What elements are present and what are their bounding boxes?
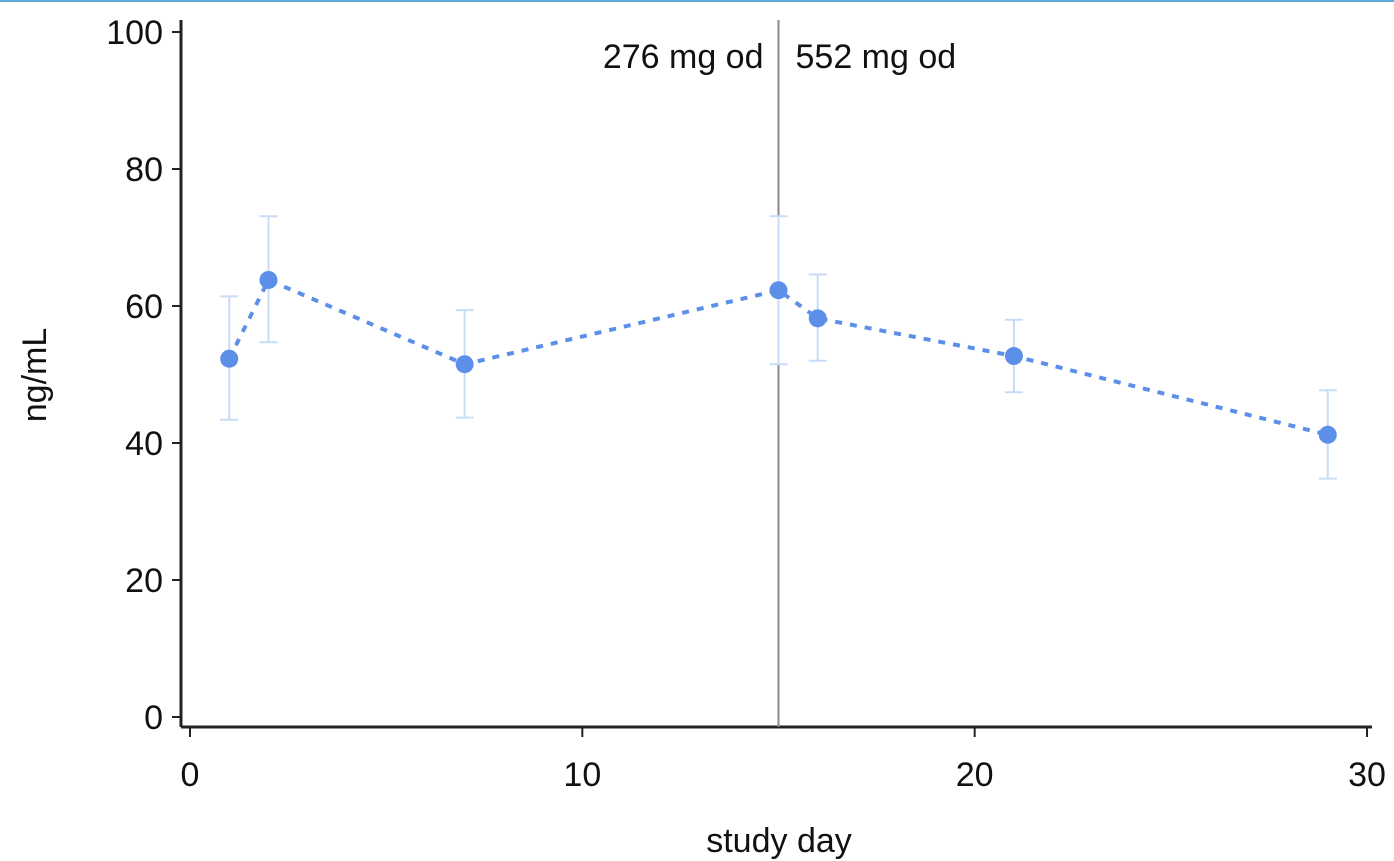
dose-label-after: 552 mg od xyxy=(796,38,957,76)
x-tick-label: 30 xyxy=(1348,756,1386,794)
y-tick-label: 40 xyxy=(125,425,163,463)
x-axis-title: study day xyxy=(706,822,852,860)
y-tick-label: 60 xyxy=(125,288,163,326)
data-point xyxy=(808,309,827,328)
data-point xyxy=(769,281,788,300)
data-point xyxy=(220,349,239,368)
x-tick-label: 20 xyxy=(956,756,994,794)
x-ticks: 0 10 20 30 xyxy=(181,727,1386,794)
y-tick-label: 0 xyxy=(144,699,163,737)
dose-change-marker: 276 mg od 552 mg od xyxy=(603,20,956,727)
axes xyxy=(179,20,1372,729)
y-tick-label: 100 xyxy=(106,14,163,52)
data-point xyxy=(455,355,474,374)
data-point xyxy=(259,270,278,289)
y-tick-label: 80 xyxy=(125,151,163,189)
y-ticks: 0 20 40 60 80 100 xyxy=(106,14,181,737)
y-tick-label: 20 xyxy=(125,562,163,600)
top-border xyxy=(0,0,1394,2)
y-axis-title: ng/mL xyxy=(16,328,54,423)
data-point xyxy=(1004,347,1023,366)
dose-label-before: 276 mg od xyxy=(603,38,764,76)
data-points xyxy=(220,270,1337,444)
x-tick-label: 0 xyxy=(181,756,200,794)
x-tick-label: 10 xyxy=(563,756,601,794)
data-point xyxy=(1318,425,1337,444)
